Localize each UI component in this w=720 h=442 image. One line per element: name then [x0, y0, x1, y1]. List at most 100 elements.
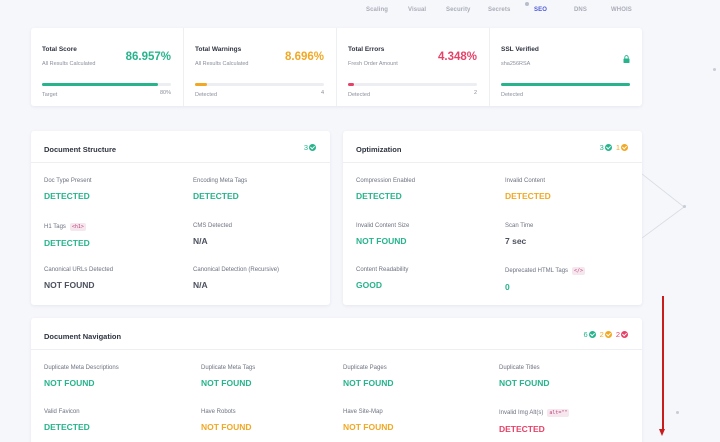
status-badge: 3 — [304, 143, 317, 152]
check-item-value: DETECTED — [356, 191, 402, 201]
check-item: Have Robots NOT FOUND — [201, 409, 252, 432]
check-circle-icon — [604, 144, 612, 151]
check-item-value: N/A — [193, 280, 208, 290]
progress-fill — [501, 83, 630, 86]
status-badges: 3 — [304, 143, 317, 152]
check-item-label: Duplicate Titles — [499, 365, 550, 371]
check-item-label-text: Canonical Detection (Recursive) — [193, 267, 280, 273]
check-item-value: GOOD — [356, 280, 382, 290]
check-item-value: NOT FOUND — [44, 378, 95, 388]
progress-bar — [501, 83, 630, 86]
check-item: Invalid Img Alt(s) alt="" DETECTED — [499, 409, 570, 434]
tab-scaling[interactable]: Scaling — [366, 7, 389, 13]
check-item-value: DETECTED — [193, 191, 239, 201]
stat-total-errors: Total Errors Fresh Order Amount 4.348% D… — [337, 28, 490, 106]
stat-title: Total Warnings — [195, 46, 242, 53]
stat-subtitle: Fresh Order Amount — [348, 61, 398, 67]
check-item-value: NOT FOUND — [343, 378, 394, 388]
lock-icon — [623, 55, 630, 63]
divider — [31, 162, 330, 163]
tab-visual[interactable]: Visual — [408, 7, 427, 13]
check-item-label: Canonical Detection (Recursive) — [193, 267, 279, 273]
stat-subtitle: All Results Calculated — [42, 61, 96, 67]
check-item-label: Have Robots — [201, 409, 252, 415]
check-item-label-text: Compression Enabled — [356, 178, 416, 184]
scroll-down-arrow-head — [659, 429, 665, 436]
check-item-label: Doc Type Present — [44, 178, 92, 184]
check-item: Canonical URLs Detected NOT FOUND — [44, 267, 113, 290]
check-item-label: H1 Tags <h1> — [44, 223, 90, 231]
tab-dns[interactable]: DNS — [574, 7, 587, 13]
check-item-value: NOT FOUND — [201, 422, 252, 432]
check-item-value: DETECTED — [44, 422, 90, 432]
check-item-label: Invalid Content — [505, 178, 551, 184]
check-item-value: DETECTED — [44, 238, 90, 248]
document-structure-panel: Document Structure 3 Doc Type Present DET… — [31, 131, 330, 305]
decorative-dot — [713, 68, 716, 71]
check-item-label: Duplicate Meta Tags — [201, 365, 255, 371]
seo-nav-tabs: Scaling Visual Security Secrets SEO DNS … — [0, 0, 720, 22]
check-item-label: Invalid Img Alt(s) alt="" — [499, 409, 570, 417]
scroll-down-arrow — [662, 296, 664, 430]
check-item-label-text: Doc Type Present — [44, 178, 92, 184]
stat-value: 4.348% — [437, 51, 477, 63]
stat-footer: Detected — [348, 92, 371, 98]
check-item-label-text: Scan Time — [505, 223, 534, 229]
stat-total-score: Total Score All Results Calculated 86.95… — [31, 28, 184, 106]
check-item-label: Deprecated HTML Tags </> — [505, 267, 586, 275]
check-item: Have Site-Map NOT FOUND — [343, 409, 394, 432]
tab-secrets[interactable]: Secrets — [488, 7, 511, 13]
code-tag: </> — [572, 267, 586, 275]
check-item: Compression Enabled DETECTED — [356, 178, 415, 201]
check-item: Canonical Detection (Recursive) N/A — [193, 267, 279, 290]
stat-footer: Target — [42, 92, 58, 98]
check-item: CMS Detected N/A — [193, 223, 232, 246]
check-item-label: Have Site-Map — [343, 409, 394, 415]
check-item-label-text: CMS Detected — [193, 223, 233, 229]
tab-seo[interactable]: SEO — [534, 7, 547, 13]
check-item: Content Readability GOOD — [356, 267, 408, 290]
stat-subtitle: sha256RSA — [501, 61, 531, 67]
check-item-label-text: Content Readability — [356, 267, 409, 273]
badge-count: 3 — [303, 143, 308, 152]
check-item-label-text: Duplicate Titles — [499, 365, 540, 371]
check-item-label: Compression Enabled — [356, 178, 415, 184]
check-item: Deprecated HTML Tags </> 0 — [505, 267, 586, 292]
panel-title: Optimization — [356, 145, 402, 154]
check-item-label-text: Deprecated HTML Tags — [505, 268, 569, 274]
check-item-label-text: Duplicate Pages — [343, 365, 387, 371]
check-item-value: NOT FOUND — [499, 378, 550, 388]
progress-bar — [195, 83, 324, 86]
check-item-label: CMS Detected — [193, 223, 232, 229]
check-item: H1 Tags <h1> DETECTED — [44, 223, 90, 248]
check-item-label: Duplicate Pages — [343, 365, 394, 371]
tab-security[interactable]: Security — [446, 7, 471, 13]
badge-count: 6 — [583, 330, 588, 339]
check-item-label-text: Have Site-Map — [343, 409, 383, 415]
stat-ssl-verified: SSL Verified sha256RSA Detected — [490, 28, 642, 106]
decorative-dot — [683, 205, 686, 208]
decorative-dot — [676, 411, 679, 414]
badge-count: 1 — [615, 143, 620, 152]
tab-whois[interactable]: WHOIS — [611, 7, 632, 13]
check-item-label: Valid Favicon — [44, 409, 90, 415]
check-item-label-text: Invalid Content Size — [356, 223, 410, 229]
check-item-label-text: Have Robots — [201, 409, 236, 415]
badge-count: 3 — [599, 143, 604, 152]
progress-fill — [195, 83, 207, 86]
status-badges: 6 2 2 — [583, 330, 629, 339]
divider — [31, 349, 642, 350]
check-circle-icon — [588, 331, 596, 338]
check-item-value: NOT FOUND — [201, 378, 252, 388]
check-item: Duplicate Pages NOT FOUND — [343, 365, 394, 388]
check-item-value: 7 sec — [505, 236, 527, 246]
stat-value: 8.696% — [284, 51, 324, 63]
check-item: Invalid Content DETECTED — [505, 178, 551, 201]
check-item: Encoding Meta Tags DETECTED — [193, 178, 247, 201]
check-item-label: Encoding Meta Tags — [193, 178, 247, 184]
check-item: Duplicate Meta Descriptions NOT FOUND — [44, 365, 119, 388]
code-tag: <h1> — [69, 223, 86, 231]
check-circle-icon — [309, 144, 316, 151]
stat-title: SSL Verified — [501, 46, 539, 53]
